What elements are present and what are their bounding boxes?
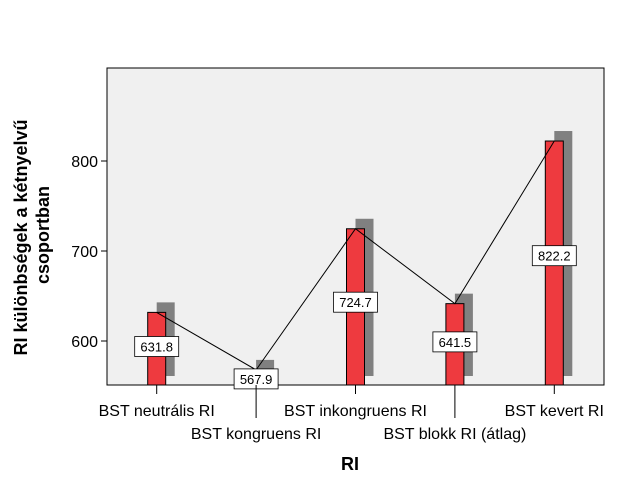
y-axis-title: RI különbségek a kétnyelvű csoportban	[11, 114, 53, 355]
data-label: 641.5	[432, 331, 478, 353]
x-axis-title: RI	[341, 454, 359, 474]
x-tick-label: BST kevert RI	[505, 403, 604, 420]
data-label-box	[531, 245, 577, 267]
data-label-text: 567.9	[240, 372, 273, 387]
data-labels: 631.8 567.9 724.7 641.5 822.2	[134, 245, 577, 390]
data-label: 631.8	[134, 336, 180, 357]
data-label: 724.7	[333, 291, 378, 313]
data-label-text: 631.8	[140, 340, 173, 355]
data-label-box	[333, 291, 378, 313]
y-axis-title-line-2: csoportban	[33, 186, 53, 284]
data-label-text: 822.2	[538, 249, 571, 264]
y-tick-label: 700	[71, 244, 98, 261]
connector-line	[156, 140, 555, 371]
data-label-text: 724.7	[339, 295, 372, 310]
y-axis-title-line-1: RI különbségek a kétnyelvű	[11, 119, 31, 355]
y-tick-label: 800	[71, 154, 98, 171]
data-label: 822.2	[531, 245, 577, 267]
x-tick-label: BST neutrális RI	[99, 403, 215, 420]
x-tick-label: BST blokk RI (átlag)	[383, 426, 526, 443]
y-axis: 600 700 800	[71, 154, 107, 351]
x-tick-label: BST inkongruens RI	[284, 403, 427, 420]
x-axis: BST neutrális RI BST kongruens RI BST inko…	[99, 385, 604, 443]
y-tick-label: 600	[71, 334, 98, 351]
data-label-box	[134, 336, 180, 357]
data-label-text: 641.5	[439, 335, 472, 350]
data-label: 567.9	[233, 368, 279, 390]
data-label-box	[432, 331, 478, 353]
x-tick-label: BST kongruens RI	[191, 426, 321, 443]
connector-polyline	[156, 140, 555, 371]
